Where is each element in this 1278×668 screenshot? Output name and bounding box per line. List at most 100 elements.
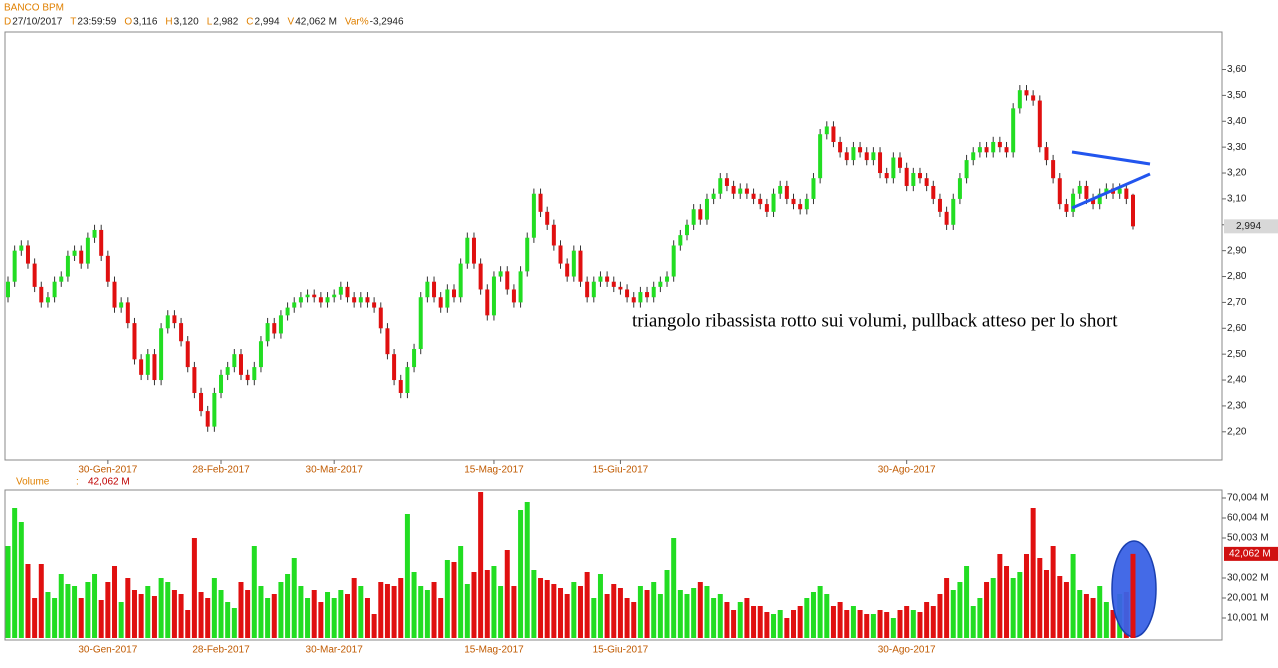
volume-bar bbox=[824, 594, 830, 638]
volume-bar bbox=[378, 582, 384, 638]
x-tick-label: 30-Ago-2017 bbox=[878, 645, 936, 656]
candle-body bbox=[1131, 194, 1135, 227]
volume-bar bbox=[351, 578, 357, 638]
candle-body bbox=[112, 281, 117, 308]
candle-body bbox=[165, 315, 170, 329]
candle-body bbox=[172, 315, 177, 324]
candle-body bbox=[831, 126, 836, 142]
volume-bar bbox=[984, 582, 990, 638]
candle-body bbox=[511, 289, 516, 303]
volume-bar bbox=[1057, 576, 1063, 638]
volume-bar bbox=[32, 598, 38, 638]
y-tick-label: 2,50 bbox=[1227, 349, 1247, 360]
volume-bar bbox=[38, 564, 44, 638]
candle-body bbox=[878, 152, 883, 174]
volume-bar bbox=[318, 602, 324, 638]
volume-bar bbox=[850, 606, 856, 638]
volume-bar bbox=[98, 600, 104, 638]
volume-bar bbox=[364, 598, 370, 638]
candle-body bbox=[884, 173, 889, 179]
candle-body bbox=[305, 294, 310, 298]
candle-body bbox=[152, 354, 157, 381]
volume-bar bbox=[92, 574, 98, 638]
candle-body bbox=[272, 323, 277, 334]
volume-bar bbox=[151, 596, 157, 638]
candle-body bbox=[531, 193, 536, 238]
candle-body bbox=[432, 281, 437, 298]
candle-body bbox=[245, 374, 250, 381]
volume-bar bbox=[990, 578, 996, 638]
volume-bar bbox=[1050, 546, 1056, 638]
candle-body bbox=[691, 209, 696, 225]
volume-bar bbox=[25, 564, 31, 638]
candle-body bbox=[212, 392, 217, 427]
candle-body bbox=[898, 157, 903, 168]
volume-title: Volume bbox=[16, 477, 50, 488]
candle-body bbox=[352, 297, 357, 303]
candle-body bbox=[1031, 95, 1036, 101]
volume-last: 42,062 M bbox=[88, 477, 130, 488]
candle-body bbox=[1064, 204, 1069, 212]
candle-body bbox=[65, 255, 70, 277]
y-tick-label: 3,40 bbox=[1227, 116, 1247, 127]
candle-body bbox=[804, 198, 809, 210]
candle-body bbox=[438, 297, 443, 308]
candle-body bbox=[1057, 178, 1062, 205]
volume-bar bbox=[564, 594, 570, 638]
candle-body bbox=[458, 263, 463, 298]
volume-bar bbox=[544, 580, 550, 638]
volume-bar bbox=[997, 554, 1003, 638]
volume-bar bbox=[158, 578, 164, 638]
volume-bar bbox=[285, 574, 291, 638]
candle-body bbox=[951, 198, 956, 225]
candle-body bbox=[917, 173, 922, 179]
volume-bar bbox=[451, 562, 457, 638]
volume-bar bbox=[904, 606, 910, 638]
volume-bar bbox=[504, 550, 510, 638]
volume-bar bbox=[810, 592, 816, 638]
volume-bar bbox=[524, 502, 530, 638]
volume-bar bbox=[677, 590, 683, 638]
candle-body bbox=[505, 271, 510, 290]
y-tick-label: 2,80 bbox=[1227, 271, 1247, 282]
volume-bar bbox=[218, 590, 224, 638]
overlay-layer: 2,994 42,062 M bbox=[1130, 219, 1278, 638]
volume-bar bbox=[737, 602, 743, 638]
candle-body bbox=[711, 193, 716, 199]
candle-body bbox=[1117, 188, 1122, 194]
candle-body bbox=[485, 289, 490, 316]
volume-bar bbox=[331, 598, 337, 638]
volume-bar bbox=[1077, 590, 1083, 638]
candle-body bbox=[192, 367, 197, 393]
price-layer: 2,202,302,402,502,602,702,802,903,003,10… bbox=[6, 64, 1247, 476]
volume-bar bbox=[624, 598, 630, 638]
candle-body bbox=[571, 250, 576, 277]
candle-body bbox=[358, 297, 363, 303]
candle-body bbox=[518, 271, 523, 303]
candle-body bbox=[258, 341, 263, 368]
y-tick-label: 2,20 bbox=[1227, 426, 1247, 437]
candle-body bbox=[818, 134, 823, 179]
volume-bar bbox=[804, 598, 810, 638]
volume-bar bbox=[657, 594, 663, 638]
volume-bar bbox=[584, 572, 590, 638]
volume-bar bbox=[1063, 582, 1069, 638]
last-volume-label: 42,062 M bbox=[1229, 549, 1271, 560]
volume-bar bbox=[484, 570, 490, 638]
candle-body bbox=[798, 204, 803, 210]
candle-body bbox=[738, 188, 743, 194]
x-tick-label: 30-Mar-2017 bbox=[306, 645, 364, 656]
candle-body bbox=[265, 323, 270, 342]
candle-body bbox=[591, 281, 596, 298]
candle-body bbox=[744, 188, 749, 194]
volume-bar bbox=[251, 546, 257, 638]
candle-body bbox=[1051, 160, 1056, 179]
volume-bar bbox=[298, 586, 304, 638]
volume-bar bbox=[1130, 553, 1136, 638]
candle-body bbox=[684, 224, 689, 236]
volume-bar bbox=[771, 614, 777, 638]
volume-bar bbox=[784, 618, 790, 638]
volume-bar bbox=[444, 560, 450, 638]
volume-bar bbox=[344, 594, 350, 638]
